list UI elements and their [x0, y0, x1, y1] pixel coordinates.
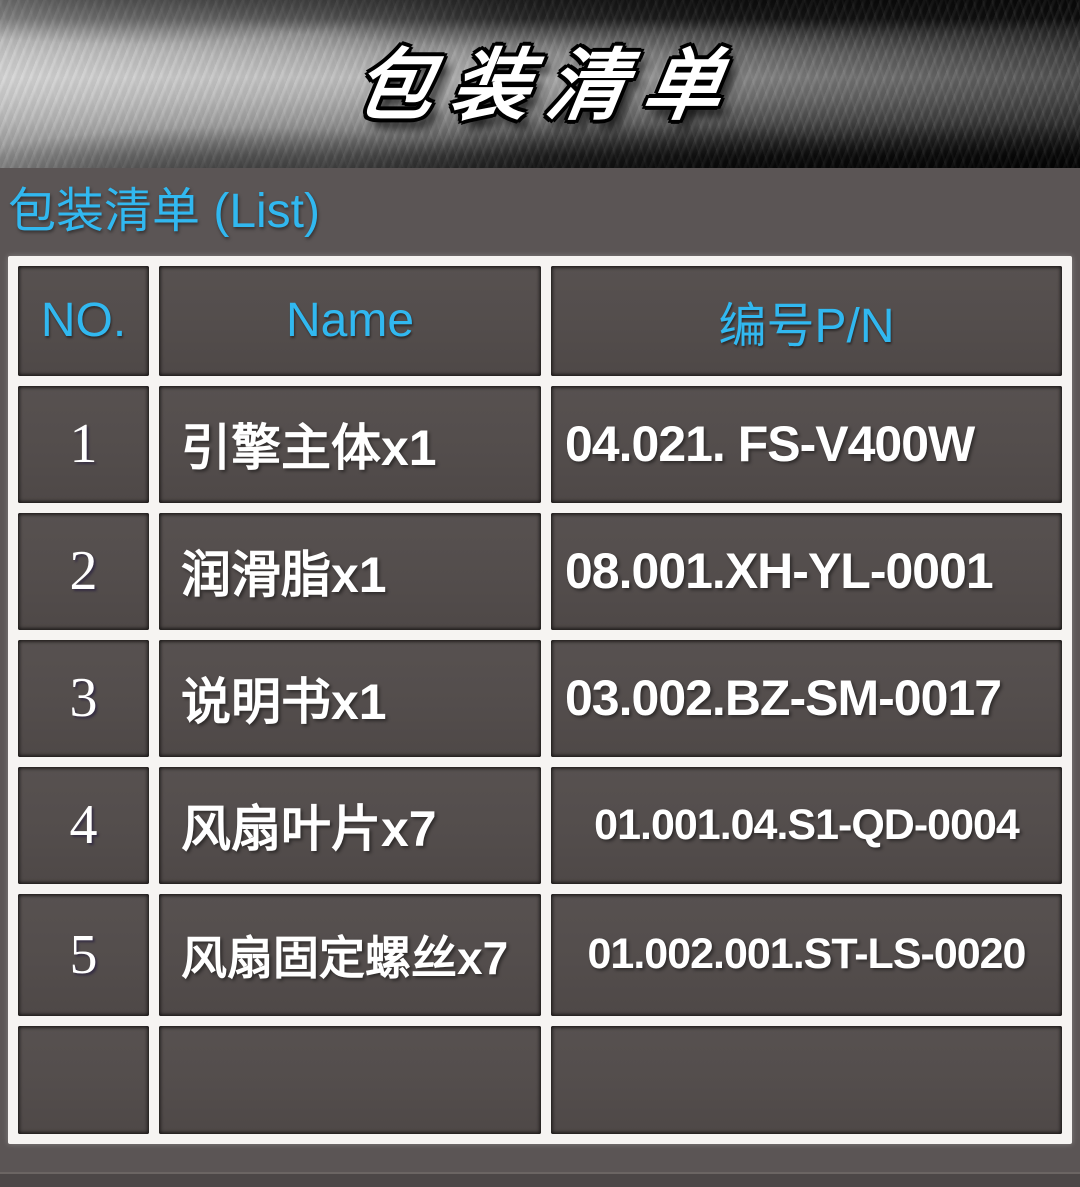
- column-header-name: Name: [159, 265, 541, 376]
- footer-divider: [0, 1172, 1080, 1187]
- table-row: 1 引擎主体x1 04.021. FS-V400W: [18, 385, 1062, 503]
- cell-pn: [551, 1025, 1062, 1134]
- cell-name: 风扇固定螺丝x7: [159, 893, 541, 1016]
- cell-no: 2: [18, 512, 149, 630]
- table-row: [18, 1025, 1062, 1134]
- cell-pn: 01.001.04.S1-QD-0004: [551, 766, 1062, 884]
- cell-name: 风扇叶片x7: [159, 766, 541, 884]
- table-row: 2 润滑脂x1 08.001.XH-YL-0001: [18, 512, 1062, 630]
- cell-pn: 04.021. FS-V400W: [551, 385, 1062, 503]
- page-title: 包装清单: [349, 41, 748, 130]
- cell-no: 4: [18, 766, 149, 884]
- cell-no: 5: [18, 893, 149, 1016]
- cell-pn: 08.001.XH-YL-0001: [551, 512, 1062, 630]
- cell-pn: 01.002.001.ST-LS-0020: [551, 893, 1062, 1016]
- header-banner: 包装清单: [0, 0, 1080, 168]
- column-header-pn: 编号P/N: [551, 265, 1062, 376]
- metal-texture: [0, 0, 1080, 168]
- cell-name: [159, 1025, 541, 1134]
- content-area: 包装清单 (List) NO. Name 编号P/N 1 引擎主体x1 04.0…: [0, 168, 1080, 1144]
- cell-name: 说明书x1: [159, 639, 541, 757]
- cell-pn: 03.002.BZ-SM-0017: [551, 639, 1062, 757]
- cell-name: 引擎主体x1: [159, 385, 541, 503]
- table-row: 4 风扇叶片x7 01.001.04.S1-QD-0004: [18, 766, 1062, 884]
- cell-no: 1: [18, 385, 149, 503]
- table-row: 3 说明书x1 03.002.BZ-SM-0017: [18, 639, 1062, 757]
- packing-list-table: NO. Name 编号P/N 1 引擎主体x1 04.021. FS-V400W…: [8, 255, 1072, 1144]
- cell-no: 3: [18, 639, 149, 757]
- table-header-row: NO. Name 编号P/N: [18, 265, 1062, 376]
- table-row: 5 风扇固定螺丝x7 01.002.001.ST-LS-0020: [18, 893, 1062, 1016]
- cell-name: 润滑脂x1: [159, 512, 541, 630]
- cell-no: [18, 1025, 149, 1134]
- section-title: 包装清单 (List): [8, 185, 321, 238]
- column-header-no: NO.: [18, 265, 149, 376]
